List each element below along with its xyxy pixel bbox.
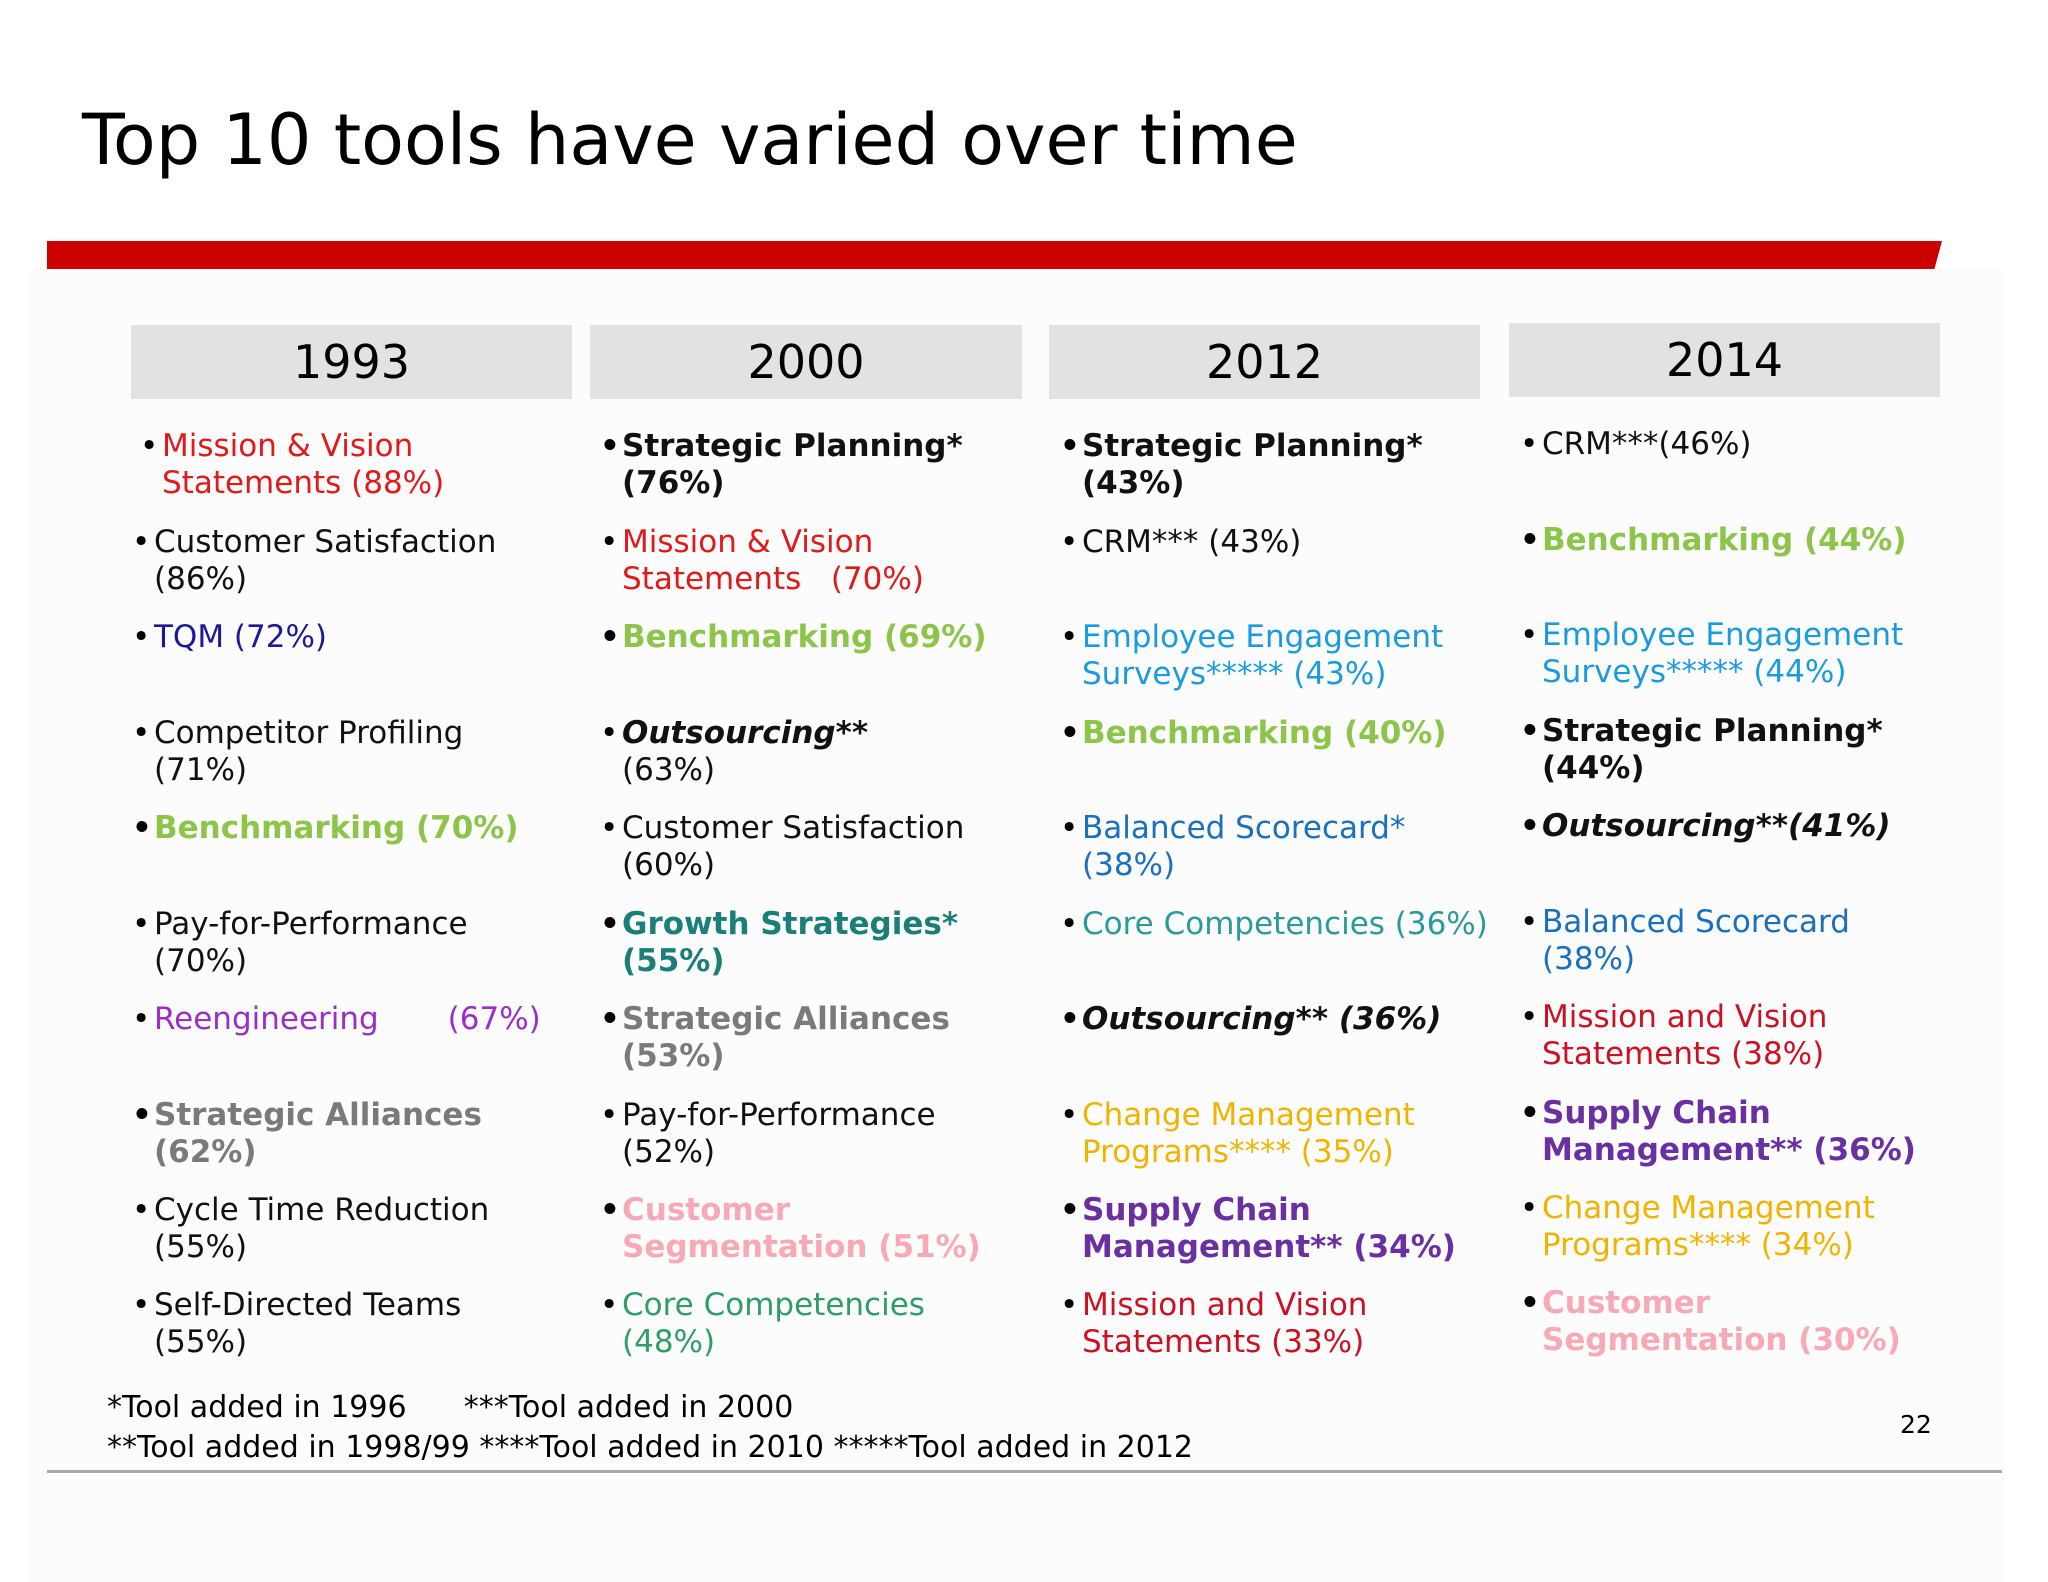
list-item: Benchmarking (70%): [132, 810, 519, 847]
list-item: CRM***(46%): [1520, 426, 1752, 463]
list-item: Balanced Scorecard*(38%): [1060, 810, 1405, 884]
list-item: Benchmarking (44%): [1520, 522, 1907, 559]
list-item: Core Competencies(48%): [600, 1287, 925, 1361]
list-item: Pay-for-Performance(52%): [600, 1097, 936, 1171]
list-item: Cycle Time Reduction(55%): [132, 1192, 489, 1266]
footnote-line-2: **Tool added in 1998/99 ****Tool added i…: [107, 1430, 1193, 1465]
list-item: Strategic Planning*(44%): [1520, 713, 1883, 787]
column-header-2014: 2014: [1509, 323, 1940, 397]
page-number: 22: [1900, 1410, 1932, 1439]
list-item: TQM (72%): [132, 619, 327, 656]
list-item: Outsourcing**(63%): [600, 715, 868, 789]
list-item: Strategic Alliances(53%): [600, 1001, 950, 1075]
column-header-2012: 2012: [1049, 325, 1480, 399]
list-item: Competitor Profiling(71%): [132, 715, 463, 789]
list-item: Balanced Scorecard(38%): [1520, 904, 1850, 978]
column-header-2000: 2000: [590, 325, 1022, 399]
list-item: Benchmarking (40%): [1060, 715, 1447, 752]
list-item: Customer Satisfaction(86%): [132, 524, 496, 598]
list-item: Customer Satisfaction(60%): [600, 810, 964, 884]
list-item: Benchmarking (69%): [600, 619, 987, 656]
title-accent-bar: [47, 241, 1942, 269]
list-item: Outsourcing**(41%): [1520, 808, 1891, 845]
list-item: Reengineering (67%): [132, 1001, 541, 1038]
list-item: Self-Directed Teams(55%): [132, 1287, 461, 1361]
list-item: Core Competencies (36%): [1060, 906, 1488, 943]
slide-title: Top 10 tools have varied over time: [82, 99, 1298, 181]
list-item: Strategic Planning*(43%): [1060, 428, 1423, 502]
list-item: Strategic Alliances(62%): [132, 1097, 482, 1171]
list-item: Outsourcing** (36%): [1060, 1001, 1441, 1038]
list-item: Growth Strategies*(55%): [600, 906, 958, 980]
list-item: Pay-for-Performance(70%): [132, 906, 468, 980]
bottom-divider: [47, 1470, 2002, 1473]
footnote-line-1: *Tool added in 1996 ***Tool added in 200…: [107, 1390, 794, 1425]
list-item: CRM*** (43%): [1060, 524, 1301, 561]
list-item: Strategic Planning*(76%): [600, 428, 963, 502]
column-header-1993: 1993: [131, 325, 572, 399]
